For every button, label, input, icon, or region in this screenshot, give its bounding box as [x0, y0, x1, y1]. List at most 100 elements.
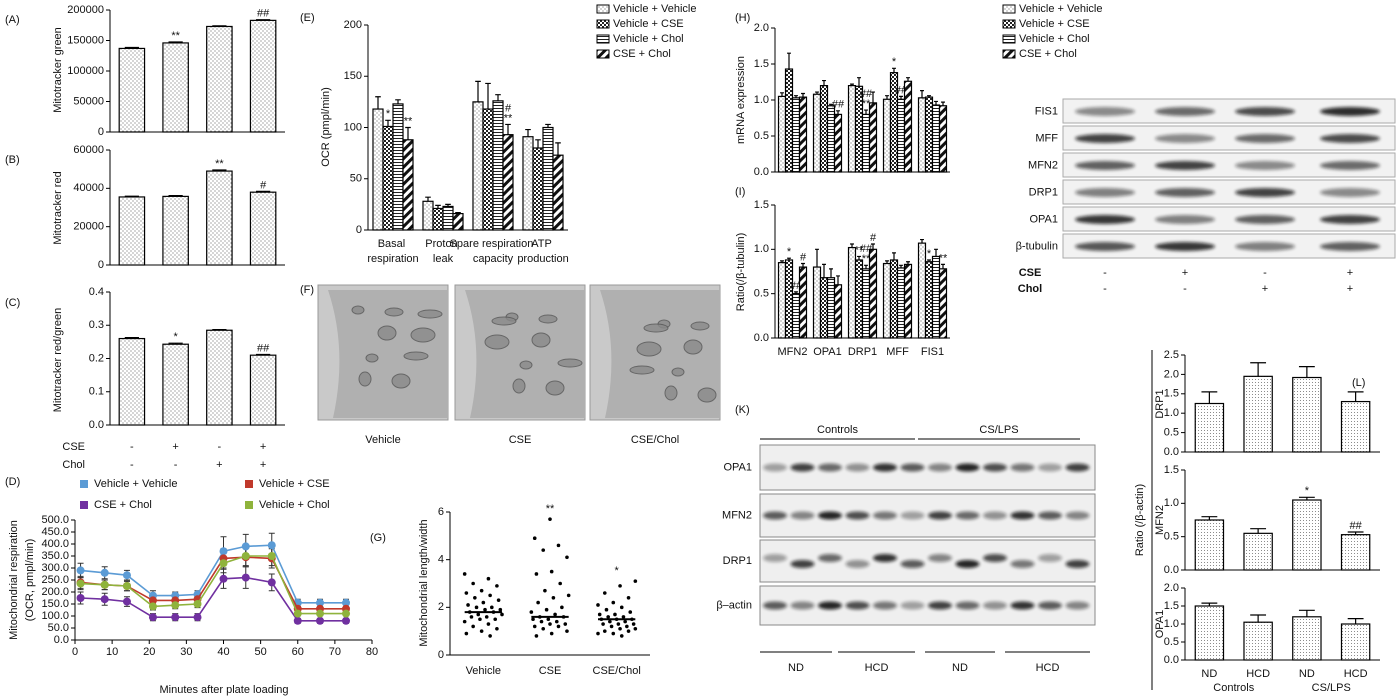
error-bar — [927, 95, 931, 98]
point — [500, 612, 504, 617]
y-tick-label: 1.5 — [1164, 600, 1179, 612]
band — [900, 463, 925, 472]
panel-label: (I) — [735, 186, 745, 198]
condition-sign: + — [260, 441, 266, 453]
band — [955, 560, 980, 568]
bar — [1292, 616, 1322, 661]
band — [1038, 554, 1062, 562]
error-bar — [850, 83, 854, 86]
bar — [162, 343, 189, 426]
legend-swatch — [1002, 19, 1016, 29]
significance: ** — [862, 253, 871, 265]
error-bar — [829, 103, 833, 106]
band — [873, 511, 897, 520]
bar — [542, 126, 554, 231]
point — [611, 600, 616, 605]
y-tick-label: 50 — [350, 173, 362, 185]
legend-swatch — [596, 19, 610, 29]
point — [342, 598, 351, 607]
y-tick-label: 100 — [344, 121, 362, 133]
error-bar — [899, 95, 903, 100]
bar — [777, 262, 787, 339]
error-bar — [124, 195, 139, 197]
x-tick-label: Vehicle — [466, 665, 501, 677]
panel-label: (C) — [5, 297, 20, 309]
y-axis-label: mRNA expression — [735, 56, 747, 144]
bar — [847, 84, 857, 173]
band — [983, 511, 1007, 520]
diet-label: HCD — [865, 662, 889, 674]
point — [560, 605, 564, 610]
point — [548, 517, 552, 521]
point — [478, 617, 482, 622]
y-axis-label: Ratio(/β-tubulin) — [735, 233, 747, 311]
condition-sign: - — [218, 441, 222, 453]
point — [100, 580, 109, 589]
y-tick-label: 450.0 — [41, 526, 69, 538]
point — [171, 613, 180, 622]
error-bar — [168, 195, 183, 197]
bar — [206, 329, 233, 426]
point — [469, 615, 474, 619]
band — [1235, 161, 1295, 170]
band — [1320, 107, 1380, 116]
condition-sign: - — [130, 441, 134, 453]
significance: # — [260, 179, 267, 191]
point — [316, 616, 325, 625]
error-bar — [780, 260, 784, 263]
error-bar — [885, 95, 889, 100]
x-tick-label: HCD — [1246, 668, 1270, 680]
bar — [791, 293, 801, 339]
point — [546, 617, 551, 622]
diet-label: HCD — [1036, 662, 1060, 674]
point — [495, 584, 499, 588]
point — [548, 622, 552, 626]
band — [790, 560, 815, 568]
bar — [162, 42, 189, 133]
point — [122, 582, 131, 590]
legend-label: Vehicle + Chol — [1019, 33, 1090, 45]
point — [76, 579, 85, 588]
error-bar — [395, 99, 401, 104]
y-tick-label: 0 — [438, 649, 444, 661]
bar — [482, 108, 494, 231]
legend-swatch — [1002, 34, 1016, 44]
band — [1075, 134, 1135, 143]
bar — [917, 242, 927, 339]
error-bar — [1201, 516, 1218, 520]
blot-row-label: OPA1 — [723, 461, 752, 473]
band — [1010, 511, 1035, 520]
panel-label: (H) — [735, 12, 750, 24]
y-tick-label: 0 — [356, 224, 362, 236]
bar — [833, 284, 843, 339]
error-bar — [836, 275, 840, 285]
error-bar — [801, 92, 805, 98]
band — [955, 601, 980, 610]
band — [983, 601, 1007, 610]
error-bar — [941, 101, 945, 106]
point — [626, 629, 631, 633]
y-tick-label: 50.0 — [48, 622, 69, 634]
error-bar — [899, 264, 903, 268]
bar — [1194, 519, 1225, 571]
significance: ## — [832, 99, 845, 111]
band — [790, 601, 815, 610]
diet-label: ND — [788, 662, 804, 674]
band — [1010, 463, 1035, 472]
bar — [903, 263, 913, 339]
error-bar — [212, 169, 227, 172]
error-bar — [445, 203, 451, 207]
group-label: Controls — [1213, 682, 1254, 694]
error-bar — [920, 238, 924, 244]
panel-label: (E) — [300, 12, 315, 24]
bar — [826, 105, 836, 173]
y-tick-label: 0.5 — [754, 130, 769, 142]
blot-row-label: FIS1 — [1035, 105, 1058, 117]
organelle — [491, 316, 517, 326]
band — [818, 601, 842, 610]
point — [219, 547, 228, 556]
band — [900, 560, 925, 568]
organelle — [629, 365, 655, 375]
bar — [798, 266, 808, 339]
bar — [249, 19, 277, 133]
